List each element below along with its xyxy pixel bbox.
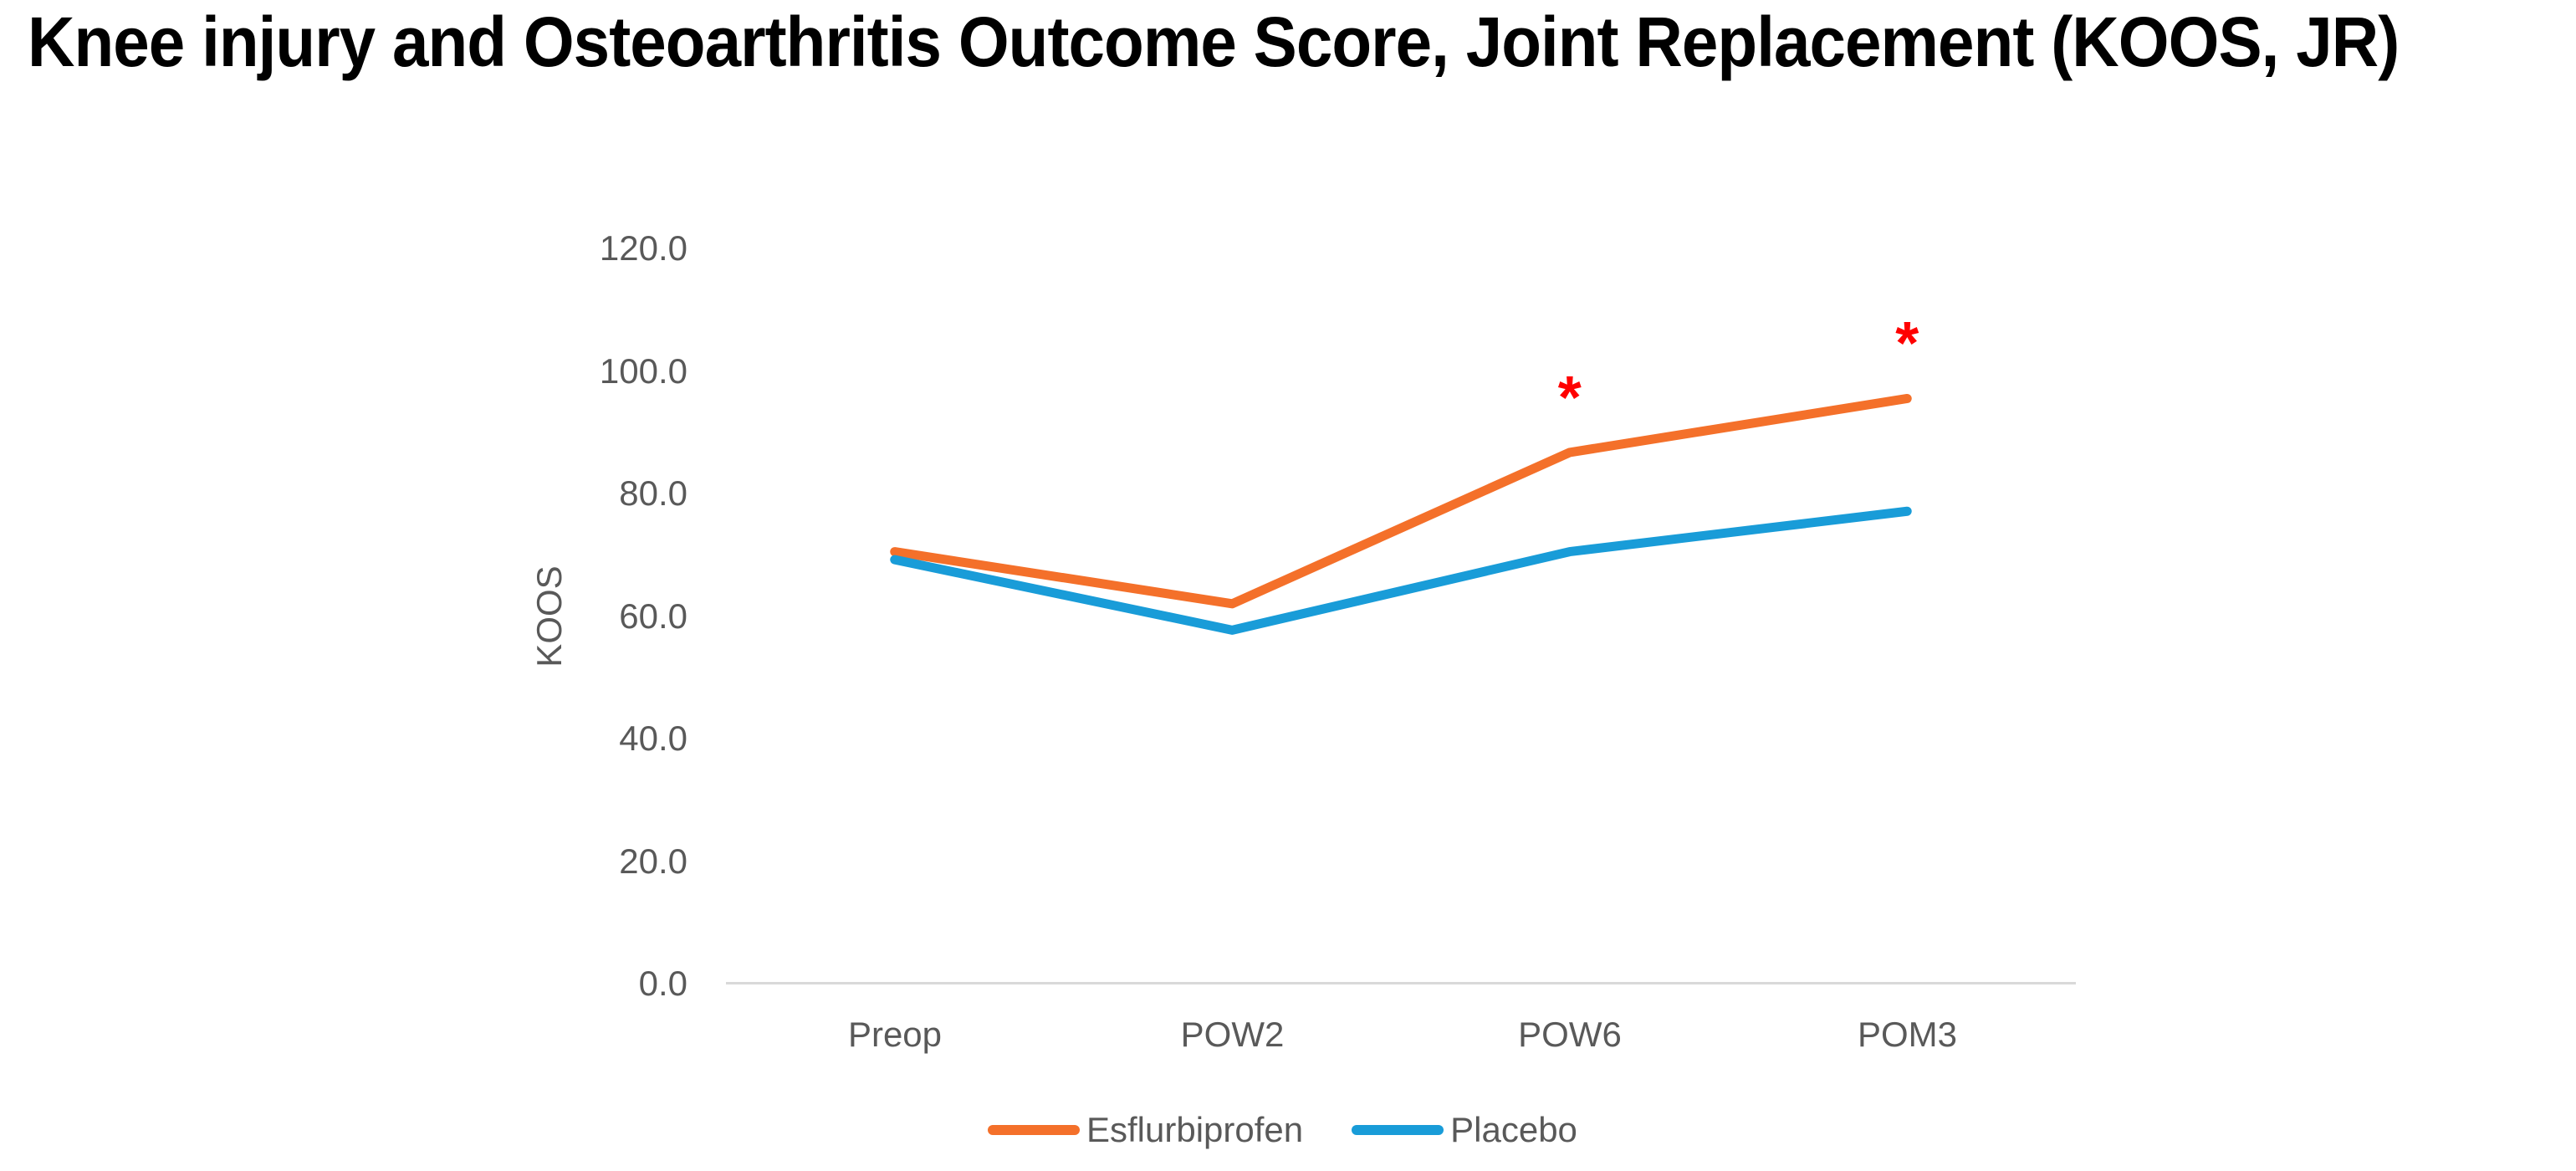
- series-line-esflurbiprofen: [890, 393, 1912, 609]
- y-tick-label: 20.0: [619, 841, 687, 881]
- legend-swatch-placebo: [1352, 1125, 1444, 1135]
- x-tick-label: Preop: [847, 1015, 943, 1054]
- x-tick-label: POM3: [1857, 1015, 1958, 1054]
- chart-title: Knee injury and Osteoarthritis Outcome S…: [28, 3, 2400, 81]
- x-axis-line: [726, 982, 2076, 984]
- legend-item-esflurbiprofen: Esflurbiprofen: [988, 1106, 1303, 1154]
- y-tick-label: 0.0: [638, 964, 687, 1003]
- series-line-placebo: [890, 506, 1912, 635]
- chart-legend: Esflurbiprofen Placebo: [988, 1106, 1577, 1154]
- legend-label-placebo: Placebo: [1450, 1110, 1577, 1149]
- significance-asterisk-pow6: *: [1557, 364, 1582, 432]
- legend-label-esflurbiprofen: Esflurbiprofen: [1086, 1110, 1304, 1149]
- y-tick-label: 100.0: [599, 350, 687, 391]
- plot-area: [890, 393, 1912, 635]
- y-axis-title: KOOS: [529, 565, 569, 667]
- y-tick-label: 60.0: [619, 596, 687, 636]
- x-tick-label: POW2: [1180, 1015, 1285, 1054]
- legend-item-placebo: Placebo: [1352, 1106, 1577, 1154]
- y-tick-label: 80.0: [619, 473, 687, 513]
- x-tick-label: POW6: [1518, 1015, 1622, 1054]
- legend-swatch-esflurbiprofen: [988, 1125, 1080, 1135]
- significance-asterisk-pom3: *: [1895, 310, 1919, 378]
- y-tick-label: 120.0: [599, 228, 687, 268]
- y-tick-label: 40.0: [619, 718, 687, 758]
